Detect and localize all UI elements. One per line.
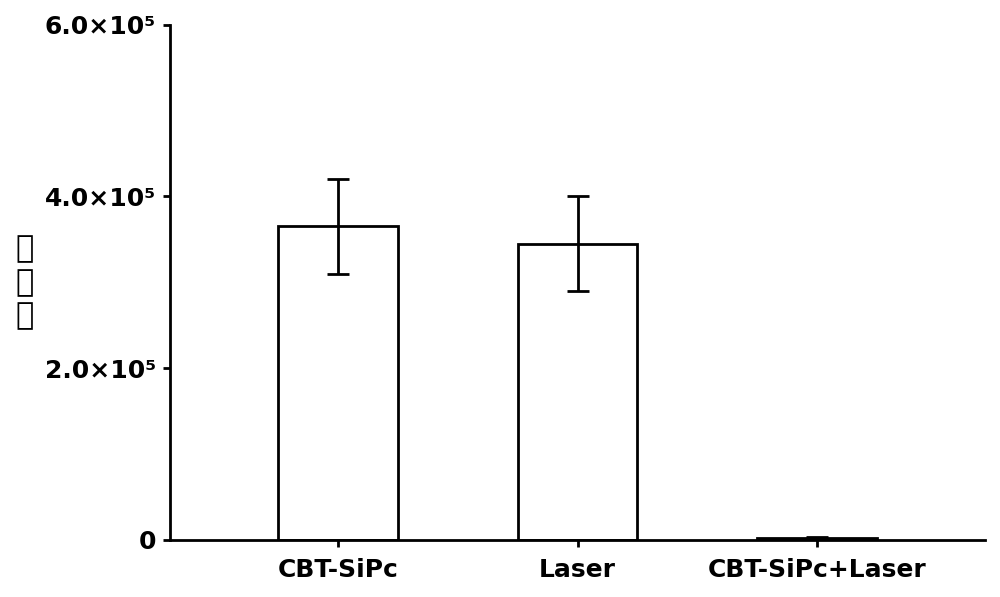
Bar bbox=[757, 538, 877, 540]
Y-axis label: 细
菌
数: 细 菌 数 bbox=[15, 234, 33, 330]
Bar bbox=[278, 226, 398, 540]
Bar bbox=[518, 244, 637, 540]
